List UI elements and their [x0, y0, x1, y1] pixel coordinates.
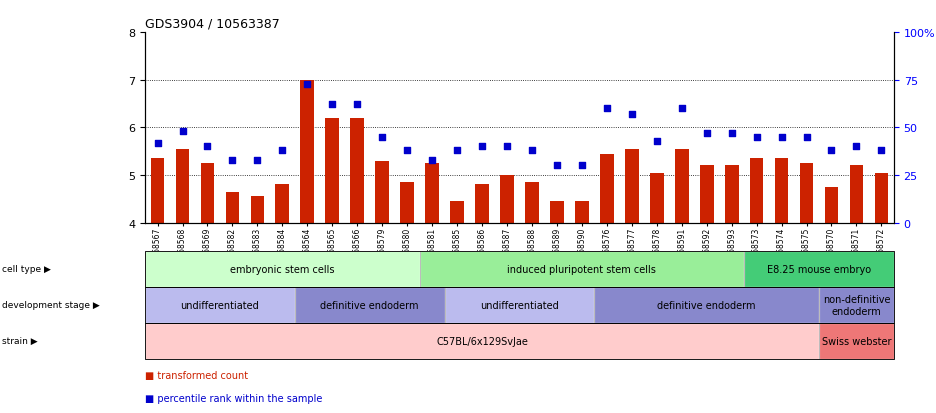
Bar [425, 164, 439, 223]
Text: ■ percentile rank within the sample: ■ percentile rank within the sample [145, 393, 323, 403]
Text: C57BL/6x129SvJae: C57BL/6x129SvJae [436, 336, 528, 346]
Point [275, 147, 290, 154]
Bar [226, 192, 240, 223]
Bar [724, 166, 739, 223]
Bar [575, 202, 589, 223]
Text: cell type ▶: cell type ▶ [2, 265, 51, 273]
Bar [825, 188, 839, 223]
Bar [550, 202, 563, 223]
Text: induced pluripotent stem cells: induced pluripotent stem cells [507, 264, 656, 274]
Point [400, 147, 415, 154]
Bar [700, 166, 713, 223]
Point [250, 157, 265, 164]
Point [749, 134, 764, 141]
Point [325, 102, 340, 109]
Point [225, 157, 240, 164]
Point [150, 140, 165, 147]
Text: definitive endoderm: definitive endoderm [657, 300, 756, 310]
Bar [625, 150, 638, 223]
Bar [775, 159, 788, 223]
Bar [799, 164, 813, 223]
Point [524, 147, 539, 154]
Text: undifferentiated: undifferentiated [181, 300, 259, 310]
Point [874, 147, 889, 154]
Point [650, 138, 665, 145]
Point [175, 128, 190, 135]
Bar [350, 119, 364, 223]
Point [374, 134, 389, 141]
Text: GDS3904 / 10563387: GDS3904 / 10563387 [145, 17, 280, 31]
Bar [326, 119, 339, 223]
Bar [275, 185, 289, 223]
Bar [475, 185, 489, 223]
Point [724, 131, 739, 137]
Text: non-definitive
endoderm: non-definitive endoderm [823, 294, 890, 316]
Text: E8.25 mouse embryo: E8.25 mouse embryo [767, 264, 871, 274]
Point [575, 163, 590, 169]
Text: Swiss webster: Swiss webster [822, 336, 891, 346]
Point [799, 134, 814, 141]
Bar [251, 197, 264, 223]
Point [824, 147, 839, 154]
Point [449, 147, 464, 154]
Text: ■ transformed count: ■ transformed count [145, 370, 248, 380]
Point [500, 144, 515, 150]
Bar [850, 166, 863, 223]
Point [300, 81, 314, 88]
Bar [600, 154, 614, 223]
Bar [176, 150, 189, 223]
Text: strain ▶: strain ▶ [2, 337, 37, 345]
Bar [375, 161, 389, 223]
Bar [500, 176, 514, 223]
Point [699, 131, 714, 137]
Bar [525, 183, 539, 223]
Bar [675, 150, 689, 223]
Point [200, 144, 215, 150]
Text: embryonic stem cells: embryonic stem cells [230, 264, 334, 274]
Text: undifferentiated: undifferentiated [480, 300, 559, 310]
Text: definitive endoderm: definitive endoderm [320, 300, 419, 310]
Point [549, 163, 564, 169]
Bar [874, 173, 888, 223]
Point [475, 144, 490, 150]
Bar [650, 173, 664, 223]
Point [624, 112, 639, 118]
Bar [450, 202, 464, 223]
Point [599, 106, 614, 112]
Point [849, 144, 864, 150]
Text: development stage ▶: development stage ▶ [2, 301, 99, 309]
Bar [300, 81, 314, 223]
Bar [750, 159, 764, 223]
Bar [401, 183, 414, 223]
Point [350, 102, 365, 109]
Point [425, 157, 440, 164]
Point [774, 134, 789, 141]
Bar [151, 159, 165, 223]
Point [674, 106, 689, 112]
Bar [200, 164, 214, 223]
